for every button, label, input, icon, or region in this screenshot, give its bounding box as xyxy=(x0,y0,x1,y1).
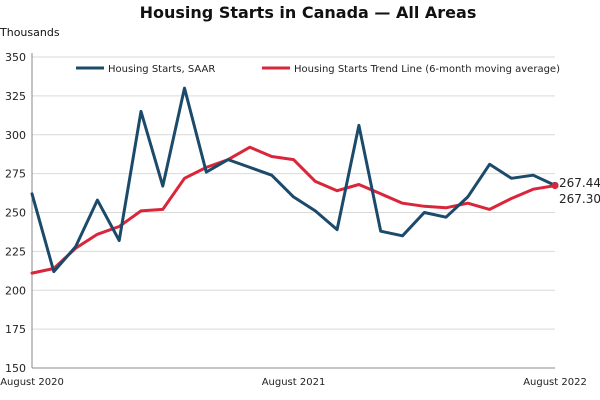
y-tick-label: 175 xyxy=(5,323,26,336)
y-tick-label: 250 xyxy=(5,207,26,220)
y-axis-label: Thousands xyxy=(0,26,60,39)
series-layer xyxy=(30,86,559,275)
legend: Housing Starts, SAAR Housing Starts Tren… xyxy=(76,64,560,75)
y-tick-label: 275 xyxy=(5,168,26,181)
end-value-label-series-1: 267.44 xyxy=(559,176,600,190)
chart-title: Housing Starts in Canada — All Areas xyxy=(140,3,477,22)
legend-label-series-2: Housing Starts Trend Line (6-month movin… xyxy=(294,64,560,75)
data-point-series-2 xyxy=(551,182,559,190)
y-tick-label: 300 xyxy=(5,129,26,142)
y-tick-label: 325 xyxy=(5,90,26,103)
series-line-2 xyxy=(30,145,557,275)
end-value-label-series-2: 267.309 xyxy=(559,192,600,206)
x-tick-label: August 2020 xyxy=(0,377,64,388)
y-tick-label: 350 xyxy=(5,51,26,64)
y-tick-label: 150 xyxy=(5,362,26,375)
series-line-1 xyxy=(30,86,557,274)
legend-label-series-1: Housing Starts, SAAR xyxy=(108,64,215,75)
grid xyxy=(32,56,555,369)
y-tick-label: 200 xyxy=(5,284,26,297)
y-tick-label: 225 xyxy=(5,245,26,258)
axes: 150 175 200 225 250 275 300 325 350 August 2020 Au… xyxy=(0,51,587,388)
x-tick-label: August 2021 xyxy=(262,377,326,388)
x-tick-label: August 2022 xyxy=(523,377,587,388)
